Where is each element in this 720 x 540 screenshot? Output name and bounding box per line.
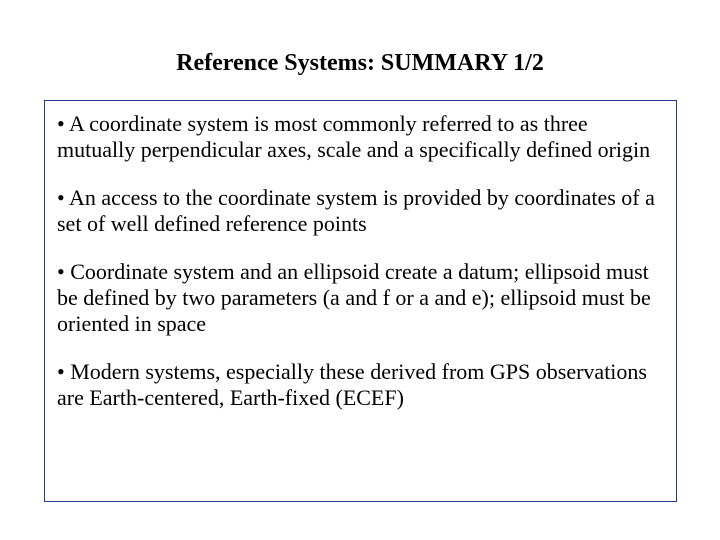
content-box: • A coordinate system is most commonly r… xyxy=(44,100,677,502)
bullet-item: • Modern systems, especially these deriv… xyxy=(57,359,664,411)
slide: Reference Systems: SUMMARY 1/2 • A coord… xyxy=(0,0,720,540)
bullet-item: • Coordinate system and an ellipsoid cre… xyxy=(57,259,664,337)
bullet-item: • A coordinate system is most commonly r… xyxy=(57,111,664,163)
bullet-item: • An access to the coordinate system is … xyxy=(57,185,664,237)
slide-title: Reference Systems: SUMMARY 1/2 xyxy=(0,50,720,77)
